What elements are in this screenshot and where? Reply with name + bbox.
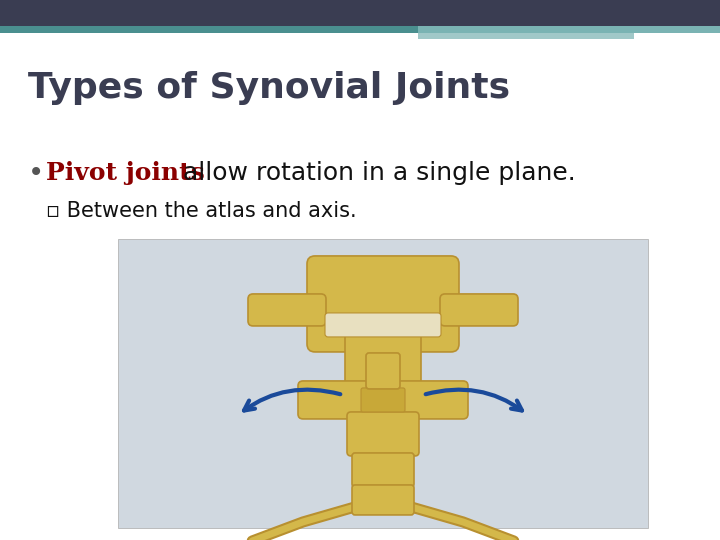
FancyBboxPatch shape [325, 313, 441, 337]
FancyBboxPatch shape [347, 412, 419, 456]
FancyBboxPatch shape [366, 353, 400, 389]
Text: Pivot joints: Pivot joints [46, 161, 204, 185]
Bar [118, 239, 648, 528]
FancyBboxPatch shape [307, 256, 459, 352]
FancyBboxPatch shape [352, 453, 414, 487]
Bar [418, 33, 634, 39]
FancyBboxPatch shape [248, 294, 326, 326]
FancyBboxPatch shape [298, 381, 468, 419]
Text: •: • [28, 159, 44, 187]
FancyBboxPatch shape [352, 485, 414, 515]
Text: allow rotation in a single plane.: allow rotation in a single plane. [175, 161, 576, 185]
Bar [0, 0, 720, 26]
FancyBboxPatch shape [440, 294, 518, 326]
FancyBboxPatch shape [345, 330, 421, 400]
Bar [418, 0, 720, 33]
Text: ▫ Between the atlas and axis.: ▫ Between the atlas and axis. [46, 201, 356, 221]
FancyBboxPatch shape [361, 388, 405, 412]
Text: Types of Synovial Joints: Types of Synovial Joints [28, 71, 510, 105]
Bar [0, 26, 418, 33]
